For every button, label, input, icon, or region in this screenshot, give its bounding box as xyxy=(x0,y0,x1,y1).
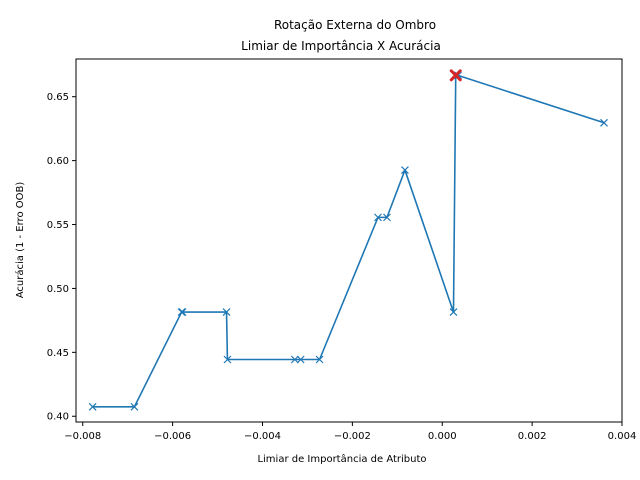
data-point xyxy=(383,213,391,222)
data-point xyxy=(177,308,186,317)
data-point xyxy=(315,355,324,364)
data-point xyxy=(88,402,97,411)
x-tick-label: −0.002 xyxy=(334,431,371,442)
x-tick-label: −0.004 xyxy=(244,431,281,442)
y-tick-label: 0.40 xyxy=(47,412,69,423)
plot-frame xyxy=(75,58,623,423)
chart-title: Rotação Externa do Ombro xyxy=(274,18,436,32)
data-point xyxy=(130,402,139,411)
y-tick-label: 0.60 xyxy=(47,156,69,167)
data-point xyxy=(222,308,231,317)
best-point-marker xyxy=(449,69,462,82)
data-point xyxy=(290,355,299,364)
y-tick-label: 0.50 xyxy=(47,284,69,295)
y-axis-label: Acurácia (1 - Erro OOB) xyxy=(14,182,26,299)
plot-area xyxy=(88,69,608,411)
data-point xyxy=(449,308,458,317)
y-axis: 0.40 0.45 0.50 0.55 0.60 0.65 xyxy=(47,92,76,423)
x-tick-label: −0.006 xyxy=(154,431,191,442)
x-tick-label: 0.000 xyxy=(428,431,457,442)
data-point xyxy=(600,118,608,127)
data-point xyxy=(454,71,462,80)
data-point xyxy=(401,166,409,174)
x-axis-label: Limiar de Importância de Atributo xyxy=(257,453,426,465)
y-tick-label: 0.65 xyxy=(47,92,69,103)
data-point xyxy=(178,308,187,317)
x-tick-label: 0.004 xyxy=(608,431,637,442)
y-tick-label: 0.45 xyxy=(47,348,69,359)
data-point xyxy=(296,355,305,364)
data-point xyxy=(223,355,232,364)
chart-subtitle: Limiar de Importância X Acurácia xyxy=(241,39,441,53)
x-tick-label: 0.002 xyxy=(518,431,547,442)
y-tick-label: 0.55 xyxy=(47,220,69,231)
x-tick-label: −0.008 xyxy=(64,431,101,442)
x-axis: −0.008 −0.006 −0.004 −0.002 0.000 0.002 0.004 xyxy=(64,422,636,442)
data-point xyxy=(374,213,382,222)
